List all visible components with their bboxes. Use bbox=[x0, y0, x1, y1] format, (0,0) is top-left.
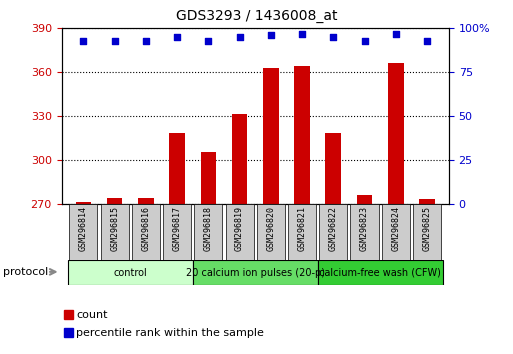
Bar bbox=[169, 133, 185, 204]
Point bbox=[173, 34, 181, 40]
Text: GSM296824: GSM296824 bbox=[391, 206, 400, 251]
FancyBboxPatch shape bbox=[226, 204, 253, 260]
FancyBboxPatch shape bbox=[350, 204, 379, 260]
Text: percentile rank within the sample: percentile rank within the sample bbox=[76, 328, 264, 338]
Point bbox=[111, 38, 119, 44]
Point bbox=[391, 31, 400, 36]
Point bbox=[235, 34, 244, 40]
Bar bbox=[294, 66, 310, 204]
Bar bbox=[64, 328, 73, 337]
Point bbox=[423, 38, 431, 44]
Text: GSM296821: GSM296821 bbox=[298, 206, 307, 251]
Text: GSM296814: GSM296814 bbox=[79, 206, 88, 251]
FancyBboxPatch shape bbox=[101, 204, 129, 260]
Text: GSM296818: GSM296818 bbox=[204, 206, 213, 251]
Text: GSM296820: GSM296820 bbox=[266, 206, 275, 251]
Bar bbox=[138, 198, 154, 204]
Bar bbox=[357, 195, 372, 204]
Text: count: count bbox=[76, 310, 107, 320]
Bar bbox=[107, 198, 123, 204]
Text: GSM296817: GSM296817 bbox=[173, 206, 182, 251]
FancyBboxPatch shape bbox=[382, 204, 410, 260]
Point bbox=[142, 38, 150, 44]
Point bbox=[267, 33, 275, 38]
Point bbox=[80, 38, 88, 44]
FancyBboxPatch shape bbox=[288, 204, 316, 260]
Text: GSM296816: GSM296816 bbox=[142, 206, 150, 251]
Bar bbox=[201, 153, 216, 204]
Text: GSM296822: GSM296822 bbox=[329, 206, 338, 251]
FancyBboxPatch shape bbox=[257, 204, 285, 260]
Bar bbox=[232, 114, 247, 204]
FancyBboxPatch shape bbox=[319, 204, 347, 260]
Point bbox=[329, 34, 338, 40]
Bar bbox=[263, 68, 279, 204]
Bar bbox=[75, 202, 91, 204]
Text: GSM296825: GSM296825 bbox=[423, 206, 431, 251]
Bar bbox=[388, 63, 404, 204]
Text: GDS3293 / 1436008_at: GDS3293 / 1436008_at bbox=[176, 9, 337, 23]
Bar bbox=[419, 199, 435, 204]
FancyBboxPatch shape bbox=[194, 204, 223, 260]
Point bbox=[361, 38, 369, 44]
FancyBboxPatch shape bbox=[193, 260, 318, 285]
Point bbox=[204, 38, 212, 44]
Bar bbox=[325, 133, 341, 204]
Point bbox=[298, 31, 306, 36]
FancyBboxPatch shape bbox=[163, 204, 191, 260]
FancyBboxPatch shape bbox=[413, 204, 441, 260]
Text: GSM296823: GSM296823 bbox=[360, 206, 369, 251]
Text: protocol: protocol bbox=[3, 267, 48, 277]
Text: GSM296815: GSM296815 bbox=[110, 206, 119, 251]
FancyBboxPatch shape bbox=[132, 204, 160, 260]
Text: 20 calcium ion pulses (20-p): 20 calcium ion pulses (20-p) bbox=[186, 268, 325, 278]
Bar bbox=[64, 310, 73, 319]
Text: calcium-free wash (CFW): calcium-free wash (CFW) bbox=[319, 268, 441, 278]
FancyBboxPatch shape bbox=[69, 204, 97, 260]
Text: control: control bbox=[113, 268, 147, 278]
FancyBboxPatch shape bbox=[318, 260, 443, 285]
FancyBboxPatch shape bbox=[68, 260, 193, 285]
Text: GSM296819: GSM296819 bbox=[235, 206, 244, 251]
